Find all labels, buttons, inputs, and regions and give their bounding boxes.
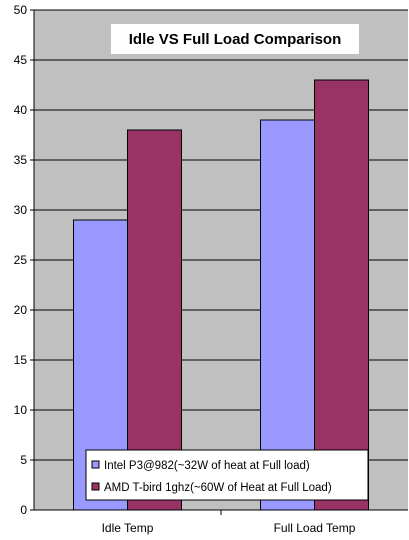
legend-label-amd: AMD T-bird 1ghz(~60W of Heat at Full Loa… — [104, 482, 332, 494]
legend-swatch-intel — [91, 460, 100, 469]
bar-intel-full-load — [260, 119, 315, 511]
chart-title: Idle VS Full Load Comparison — [129, 31, 342, 48]
y-tick-label: 15 — [14, 353, 28, 367]
x-axis-ticks: Idle Temp Full Load Temp — [102, 510, 356, 535]
legend: Intel P3@982(~32W of heat at Full load) … — [85, 449, 369, 501]
chart-title-box: Idle VS Full Load Comparison — [111, 24, 359, 54]
y-tick-label: 30 — [14, 203, 28, 217]
legend-swatch-amd — [91, 482, 100, 491]
bar-amd-full-load — [314, 79, 369, 511]
legend-label-intel: Intel P3@982(~32W of heat at Full load) — [104, 460, 310, 472]
legend-box — [85, 449, 369, 501]
x-tick-label: Full Load Temp — [274, 521, 356, 535]
y-tick-label: 40 — [14, 103, 28, 117]
y-tick-label: 10 — [14, 403, 28, 417]
y-tick-label: 5 — [20, 453, 27, 467]
x-tick-label: Idle Temp — [102, 521, 154, 535]
y-tick-label: 45 — [14, 53, 28, 67]
y-tick-label: 50 — [14, 3, 28, 17]
bar-amd-idle — [127, 129, 182, 511]
bars — [73, 79, 369, 511]
y-axis-ticks: 0 5 10 15 20 25 30 35 40 45 50 — [14, 3, 34, 517]
y-tick-label: 20 — [14, 303, 28, 317]
chart-title-background — [111, 24, 359, 54]
y-tick-label: 0 — [20, 503, 27, 517]
y-tick-label: 35 — [14, 153, 28, 167]
y-tick-label: 25 — [14, 253, 28, 267]
